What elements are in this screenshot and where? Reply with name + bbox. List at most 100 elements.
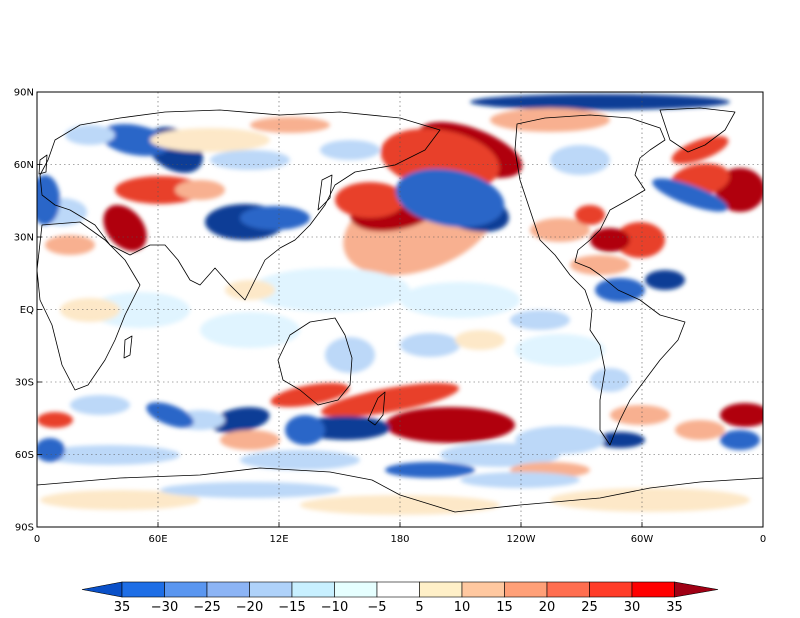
anomaly-region: [240, 206, 310, 230]
colorbar-swatch: [164, 581, 208, 598]
colorbar-label: −10: [321, 600, 348, 615]
anomaly-region: [550, 145, 610, 175]
anomaly-region: [385, 407, 515, 443]
colorbar-label: 20: [539, 600, 556, 615]
anomaly-region: [675, 420, 725, 440]
anomaly-region: [395, 168, 505, 228]
anomaly-region: [671, 136, 729, 164]
lat-label: EQ: [20, 305, 34, 316]
anomaly-region: [37, 438, 65, 462]
anomaly-region: [470, 94, 730, 110]
anomaly-region: [150, 128, 270, 152]
anomaly-region: [37, 175, 60, 225]
anomaly-region: [65, 125, 115, 145]
anomaly-region: [175, 180, 225, 200]
anomaly-region: [300, 495, 500, 515]
colorbar-label: 10: [454, 600, 471, 615]
anomaly-region: [550, 488, 750, 512]
colorbar-swatch: [546, 581, 590, 598]
anomaly-region: [220, 430, 280, 450]
anomaly-region: [103, 204, 147, 252]
colorbar-label: 5: [415, 600, 423, 615]
colorbar-label: −5: [367, 600, 386, 615]
anomaly-region: [385, 462, 475, 478]
anomaly-region: [652, 178, 728, 212]
lon-label: 60E: [148, 534, 167, 545]
anomaly-region: [37, 412, 73, 428]
anomaly-region: [590, 228, 630, 252]
anomaly-region: [321, 383, 459, 417]
anomaly-region: [160, 482, 340, 498]
colorbar-label: −25: [193, 600, 220, 615]
lat-label: 60S: [15, 450, 34, 461]
anomaly-region: [70, 395, 130, 415]
anomaly-region: [720, 403, 763, 427]
colorbar-swatch: [249, 581, 293, 598]
anomaly-region: [335, 182, 405, 218]
lat-label: 60N: [14, 160, 34, 171]
colorbar-swatch: [206, 581, 250, 598]
colorbar-swatch: [504, 581, 548, 598]
anomaly-region: [595, 278, 645, 302]
anomaly-region: [400, 333, 460, 357]
anomaly-region: [460, 472, 580, 488]
anomaly-region: [575, 205, 605, 225]
gridlines: [37, 92, 763, 527]
anomaly-region: [200, 312, 300, 348]
anomaly-region: [615, 222, 665, 258]
lon-label: 60W: [631, 534, 654, 545]
anomaly-region: [146, 402, 194, 428]
colorbar-swatch: [334, 581, 378, 598]
longitude-labels: 0 60E 12E 180 120W 60W 0: [34, 522, 766, 545]
colorbar-swatch: [376, 581, 420, 598]
lat-label: 90N: [14, 88, 34, 99]
latitude-labels: 90N 60N 30N EQ 30S 60S 90S: [14, 88, 42, 534]
colorbar-label: 15: [496, 600, 513, 615]
anomaly-region: [325, 337, 375, 373]
colorbar-swatch: [419, 581, 463, 598]
colorbar-label: 35: [666, 600, 683, 615]
coastlines: [37, 107, 763, 513]
anomaly-region: [90, 292, 190, 328]
colorbar-swatch: [291, 581, 335, 598]
anomaly-region: [455, 330, 505, 350]
colorbar-label: 35: [114, 600, 131, 615]
lat-label: 90S: [15, 523, 34, 534]
anomaly-region: [530, 218, 590, 242]
lon-label: 180: [390, 534, 409, 545]
colorbar-right-arrow: [674, 581, 719, 598]
colorbar-label: −15: [278, 600, 305, 615]
anomaly-region: [595, 432, 645, 448]
anomaly-region: [320, 140, 380, 160]
anomaly-region: [590, 368, 630, 392]
anomaly-region: [720, 430, 760, 450]
anomaly-region: [210, 150, 290, 170]
anomaly-region: [515, 334, 605, 366]
colorbar-swatch: [631, 581, 675, 598]
anomaly-region: [45, 235, 95, 255]
lat-label: 30N: [14, 233, 34, 244]
anomaly-region: [250, 117, 330, 133]
colorbar-left-arrow: [81, 581, 123, 598]
colorbar-swatch: [589, 581, 633, 598]
colorbar-label: 25: [581, 600, 598, 615]
anomaly-region: [250, 268, 410, 312]
lat-label: 30S: [15, 378, 34, 389]
colorbar-label: 30: [624, 600, 641, 615]
colorbar: 35 −30 −25 −20 −15 −10 −5 5 10 15 20 25 30 35: [81, 581, 719, 615]
anomaly-region: [270, 382, 350, 408]
anomaly-region: [40, 490, 200, 510]
anomaly-region: [490, 108, 610, 132]
anomaly-region: [285, 415, 325, 445]
colorbar-label: −30: [151, 600, 178, 615]
colorbar-swatch: [461, 581, 505, 598]
anomaly-region: [210, 407, 270, 433]
lon-label: 120W: [507, 534, 536, 545]
anomaly-region: [400, 282, 520, 318]
lon-label: 0: [34, 534, 40, 545]
colorbar-label: −20: [236, 600, 263, 615]
colorbar-swatch: [121, 581, 165, 598]
anomaly-region: [100, 124, 170, 156]
anomaly-region: [440, 443, 560, 467]
